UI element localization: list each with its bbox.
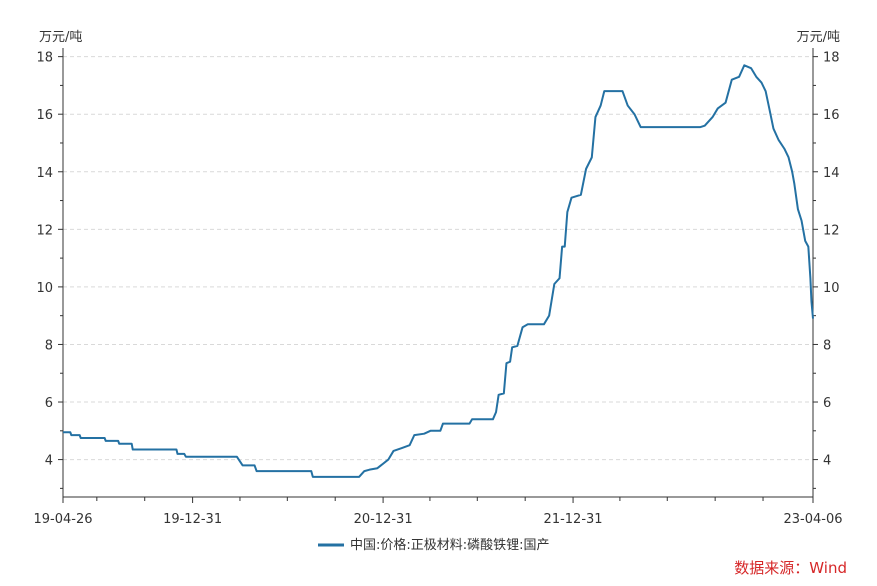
y-tick-label-left: 10 — [36, 281, 53, 296]
series-layer — [63, 64, 814, 478]
y-tick-label-left: 16 — [36, 108, 53, 123]
series-line — [63, 64, 814, 478]
x-tick-label: 23-04-06 — [783, 512, 842, 527]
x-tick-label: 21-12-31 — [544, 512, 603, 527]
y-tick-label-left: 14 — [36, 166, 53, 181]
axes: 万元/吨 万元/吨 4 4 6 6 8 8 10 10 12 12 14 14 16 16 18 18 19-04-… — [33, 30, 842, 527]
y-tick-label-left: 12 — [36, 223, 53, 238]
y-tick-label-right: 14 — [823, 166, 840, 181]
y-tick-label-right: 4 — [823, 454, 831, 469]
y-tick-label-right: 16 — [823, 108, 840, 123]
y-tick-label-right: 10 — [823, 281, 840, 296]
left-unit-label: 万元/吨 — [39, 30, 82, 45]
y-tick-label-left: 18 — [36, 51, 53, 66]
x-tick-label: 19-12-31 — [163, 512, 222, 527]
x-tick-label: 20-12-31 — [354, 512, 413, 527]
y-tick-label-left: 6 — [45, 396, 53, 411]
y-tick-label-right: 12 — [823, 223, 840, 238]
x-tick-label: 19-04-26 — [33, 512, 92, 527]
y-tick-label-right: 8 — [823, 338, 831, 353]
y-tick-label-left: 4 — [45, 454, 53, 469]
legend: 中国:价格:正极材料:磷酸铁锂:国产 — [318, 537, 550, 553]
grid-lines — [63, 56, 813, 461]
y-tick-label-left: 8 — [45, 338, 53, 353]
right-unit-label: 万元/吨 — [797, 30, 840, 45]
y-tick-label-right: 6 — [823, 396, 831, 411]
source-note: 数据来源：Wind — [734, 559, 847, 577]
legend-label: 中国:价格:正极材料:磷酸铁锂:国产 — [350, 537, 550, 553]
y-tick-label-right: 18 — [823, 51, 840, 66]
